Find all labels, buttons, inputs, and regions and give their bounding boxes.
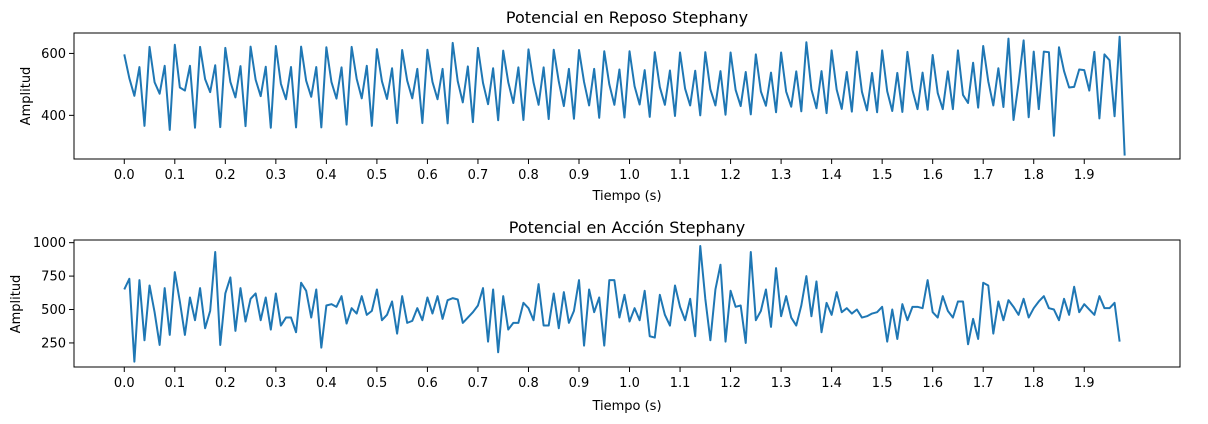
x-tick-label: 0.3: [266, 376, 287, 391]
plot-frame: [73, 32, 1181, 160]
x-tick-label: 0.1: [164, 376, 185, 391]
x-tick-label: 1.6: [922, 376, 943, 391]
x-tick-label: 0.1: [164, 168, 185, 183]
x-tick-label: 0.5: [367, 376, 388, 391]
y-tick-label: 750: [41, 270, 66, 285]
x-tick-label: 1.2: [720, 168, 741, 183]
x-tick-label: 0.0: [114, 168, 135, 183]
x-tick-label: 1.3: [771, 168, 792, 183]
x-tick-label: 1.5: [872, 168, 893, 183]
x-tick-label: 1.0: [619, 168, 640, 183]
x-axis-label: Tiempo (s): [591, 189, 661, 204]
x-tick-label: 0.9: [569, 168, 590, 183]
series-line: [123, 35, 1126, 156]
x-tick-label: 1.8: [1023, 376, 1044, 391]
y-tick-label: 1000: [33, 236, 66, 251]
x-tick-label: 0.6: [417, 168, 438, 183]
y-tick-label: 600: [41, 47, 66, 62]
x-tick-label: 0.7: [468, 168, 489, 183]
x-tick-label: 1.6: [922, 168, 943, 183]
x-tick-label: 1.0: [619, 376, 640, 391]
x-tick-label: 0.9: [569, 376, 590, 391]
chart-reposo: Potencial en Reposo Stephany 0.0 0.1 0.2 0.…: [19, 8, 1181, 204]
y-axis-label: Amplitud: [19, 67, 34, 126]
y-tick-label: 250: [41, 336, 66, 351]
x-tick-label: 1.3: [771, 376, 792, 391]
x-tick-label: 1.2: [720, 376, 741, 391]
x-tick-label: 0.2: [215, 376, 236, 391]
x-tick-label: 0.5: [367, 168, 388, 183]
x-tick-label: 1.8: [1023, 168, 1044, 183]
tick-layer: 0.0 0.1 0.2 0.3 0.4 0.5 0.6 0.7 0.8 0.9 1.0 1.1 1.2 1…: [41, 47, 1094, 183]
x-tick-label: 0.4: [316, 376, 337, 391]
x-tick-label: 1.1: [670, 168, 691, 183]
x-tick-label: 1.5: [872, 376, 893, 391]
y-tick-label: 500: [41, 303, 66, 318]
x-tick-label: 1.1: [670, 376, 691, 391]
x-tick-label: 1.9: [1074, 168, 1095, 183]
x-tick-label: 0.8: [518, 168, 539, 183]
x-tick-label: 1.7: [973, 168, 994, 183]
tick-layer: 0.0 0.1 0.2 0.3 0.4 0.5 0.6 0.7 0.8 0.9 1.0 1.1 1.2 1…: [33, 236, 1095, 391]
x-tick-label: 1.4: [821, 168, 842, 183]
chart-title: Potencial en Acción Stephany: [509, 218, 745, 237]
x-tick-label: 0.2: [215, 168, 236, 183]
x-tick-label: 0.4: [316, 168, 337, 183]
x-axis-label: Tiempo (s): [591, 399, 661, 414]
series-line: [123, 245, 1121, 363]
y-axis-label: Amplitud: [9, 275, 24, 334]
chart-title: Potencial en Reposo Stephany: [506, 8, 748, 27]
x-tick-label: 1.4: [821, 376, 842, 391]
x-tick-label: 0.3: [266, 168, 287, 183]
x-tick-label: 0.8: [518, 376, 539, 391]
x-tick-label: 0.7: [468, 376, 489, 391]
x-tick-label: 1.7: [973, 376, 994, 391]
y-tick-label: 400: [41, 109, 66, 124]
x-tick-label: 1.9: [1074, 376, 1095, 391]
plot-frame: [73, 239, 1181, 368]
chart-accion: Potencial en Acción Stephany 0.0 0.1 0.2 0.…: [9, 218, 1181, 414]
x-tick-label: 0.6: [417, 376, 438, 391]
x-tick-label: 0.0: [114, 376, 135, 391]
